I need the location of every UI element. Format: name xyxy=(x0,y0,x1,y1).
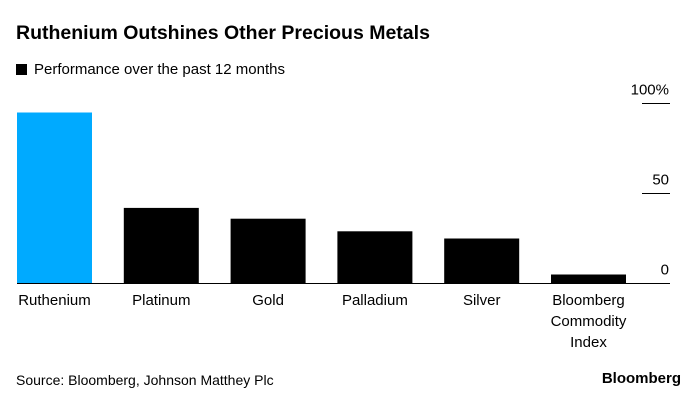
x-tick-label: Ruthenium xyxy=(18,292,91,309)
x-tick-label: Gold xyxy=(252,292,284,309)
chart-title: Ruthenium Outshines Other Precious Metal… xyxy=(16,22,430,44)
source-note: Source: Bloomberg, Johnson Matthey Plc xyxy=(16,372,274,388)
y-tick-label: 100% xyxy=(631,82,669,99)
y-tick-label: 0 xyxy=(661,262,669,279)
bar-gold xyxy=(230,218,306,284)
bar-silver xyxy=(444,238,520,284)
y-tick-label: 50 xyxy=(652,172,669,189)
bloomberg-logo: Bloomberg xyxy=(601,370,681,387)
bar-platinum xyxy=(123,207,199,284)
bar-palladium xyxy=(337,231,413,284)
bar-bloomberg-commodity-index xyxy=(551,274,626,284)
legend: Performance over the past 12 months xyxy=(16,61,285,78)
legend-label: Performance over the past 12 months xyxy=(34,61,285,78)
bar-ruthenium xyxy=(17,112,92,284)
legend-swatch xyxy=(16,64,27,75)
x-tick-label: Silver xyxy=(463,292,501,309)
x-tick-label: Palladium xyxy=(342,292,408,309)
x-tick-label: Platinum xyxy=(132,292,190,309)
x-tick-label: Bloomberg Commodity Index xyxy=(551,292,627,351)
